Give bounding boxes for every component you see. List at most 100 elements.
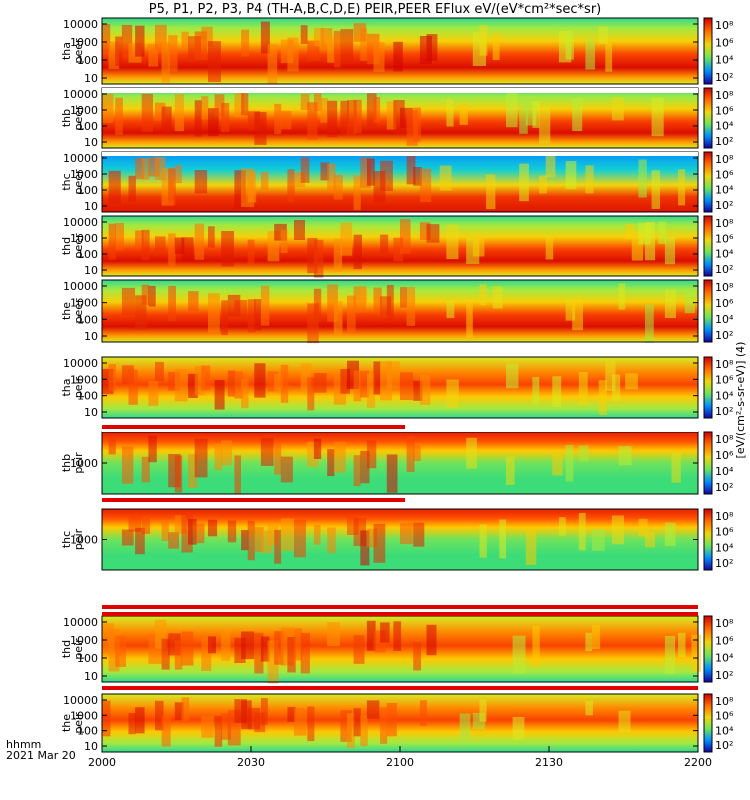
heatmap-burst [373,42,385,72]
heatmap-burst [327,284,338,322]
heatmap-burst [287,37,299,72]
heatmap-burst [174,640,183,670]
heatmap-burst [108,170,121,204]
heatmap-burst [161,106,172,135]
heatmap-burst [294,172,306,188]
y-tick-label: 1000 [70,36,98,49]
heatmap-burst [578,445,589,462]
x-tick-label: 2030 [237,756,265,769]
heatmap-burst [598,380,607,415]
heatmap-burst [360,370,369,398]
heatmap-burst [287,169,295,202]
colorbar-tick-label: 10⁶ [715,297,734,310]
colorbar-tick-label: 10⁶ [715,374,734,387]
heatmap-burst [313,239,324,278]
colorbar-tick-label: 10⁶ [715,634,734,647]
panel-frame [101,279,699,343]
heatmap-burst [247,239,255,266]
heatmap-burst [234,300,248,318]
heatmap-burst [201,637,212,671]
heatmap-burst [347,295,356,334]
heatmap-burst [254,111,267,145]
y-tick-label: 10000 [63,616,98,629]
heatmap-burst [208,293,220,333]
heatmap-burst [274,373,284,393]
heatmap-burst [121,287,135,315]
colorbar-tick-label: 10⁴ [715,184,734,197]
heatmap-burst [168,286,176,321]
heatmap-burst [353,175,361,211]
heatmap-burst [194,523,205,544]
heatmap-burst [241,378,249,409]
heatmap-burst [552,454,563,476]
heatmap-burst [128,713,136,735]
heatmap-burst [307,441,319,467]
heatmap-burst [625,373,638,390]
heatmap-burst [128,369,138,405]
heatmap-burst [506,91,518,128]
heatmap-burst [181,697,190,721]
heatmap-burst [340,100,349,135]
heatmap-burst [565,298,576,321]
y-tick-label: 1000 [70,709,98,722]
heatmap-burst [565,445,574,482]
y-tick-label: 1000 [70,297,98,310]
y-tick-label: 10 [84,406,98,419]
heatmap-burst [267,231,280,262]
heatmap-burst [313,288,322,322]
heatmap-burst [545,155,556,178]
heatmap-burst [208,636,216,654]
colorbar-tick-label: 10⁶ [715,36,734,49]
heatmap-burst [208,41,221,83]
heatmap-burst [141,518,151,534]
heatmap-burst [108,223,116,260]
panel-label: thdpeir [60,638,85,660]
heatmap-burst [419,168,432,202]
colorbar-tick-label: 10⁶ [715,232,734,245]
heatmap-burst [141,93,153,132]
heatmap-burst [300,363,312,393]
heatmap-burst [294,628,303,661]
heatmap-burst [558,517,566,536]
heatmap-burst [671,452,681,483]
heatmap-burst [247,520,255,561]
heatmap-burst [307,102,318,140]
heatmap-burst [280,110,292,130]
heatmap-burst [260,285,270,326]
heatmap-burst [234,455,241,494]
heatmap-burst [340,369,350,394]
panel-label: thepeir [60,712,85,734]
chart-title: P5, P1, P2, P3, P4 (TH-A,B,C,D,E) PEIR,P… [148,2,602,17]
heatmap-burst [347,515,359,535]
heatmap-burst [373,361,381,395]
heatmap-burst [353,455,361,487]
heatmap-burst [552,376,562,408]
heatmap-burst [585,38,595,70]
heatmap-burst [360,530,370,566]
heatmap-burst [294,708,307,736]
heatmap-burst [148,44,158,67]
heatmap-burst [651,97,664,137]
heatmap-burst [247,299,256,333]
heatmap-burst [174,455,183,493]
panel-label: thapeir [60,376,85,398]
heatmap-burst [260,530,273,554]
heatmap-burst [393,41,403,72]
heatmap-burst [426,224,440,243]
heatmap-burst [274,631,284,665]
heatmap-burst [155,102,166,121]
heatmap-burst [512,717,525,740]
heatmap-burst [128,175,136,203]
colorbar-tick-label: 10⁴ [715,465,734,478]
colorbar-tick-label: 10⁴ [715,120,734,133]
heatmap-burst [333,174,343,200]
heatmap-burst [260,698,268,725]
heatmap-burst [115,223,124,251]
heatmap-burst [280,518,294,551]
heatmap-burst [260,437,274,466]
heatmap-burst [208,226,215,248]
panel-frame [101,356,699,419]
heatmap-burst [214,380,225,410]
heatmap-burst [300,157,310,183]
